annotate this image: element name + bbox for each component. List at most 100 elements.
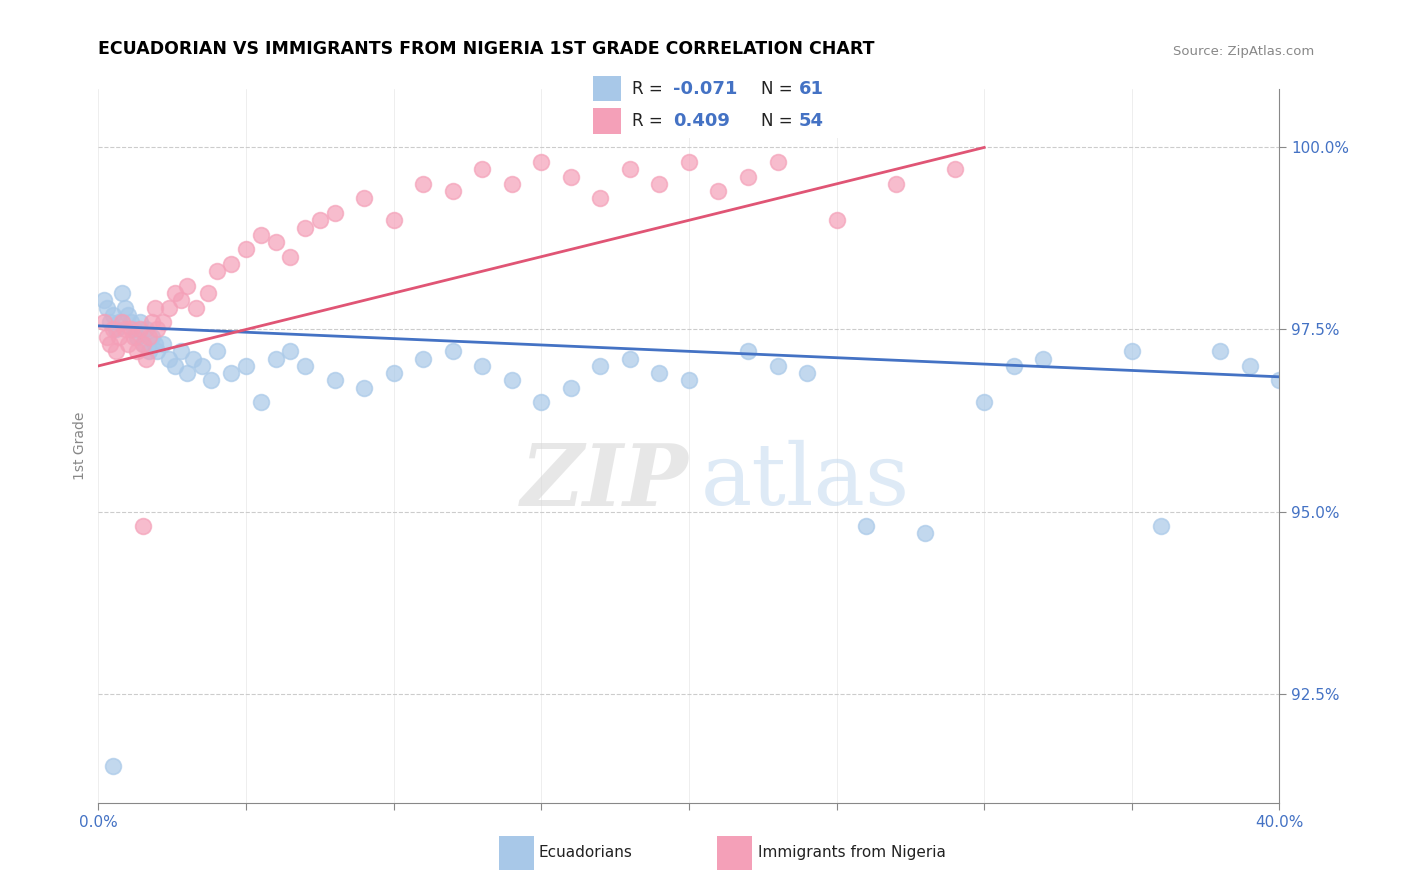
- Point: [98, 315, 121, 329]
- Point: [143, 337, 166, 351]
- Point: [1032, 351, 1054, 366]
- Point: [560, 169, 582, 184]
- Point: [530, 155, 553, 169]
- Point: [589, 191, 612, 205]
- Point: [138, 330, 160, 344]
- Point: [678, 374, 700, 388]
- Point: [648, 366, 671, 380]
- Point: [157, 351, 180, 366]
- Point: [678, 155, 700, 169]
- Point: [146, 344, 169, 359]
- Point: [1002, 359, 1025, 373]
- Point: [737, 169, 759, 184]
- Text: R =: R =: [631, 112, 668, 130]
- Point: [707, 184, 730, 198]
- Text: Source: ZipAtlas.com: Source: ZipAtlas.com: [1174, 45, 1315, 58]
- Text: atlas: atlas: [700, 440, 910, 524]
- Point: [235, 359, 257, 373]
- Point: [250, 395, 273, 409]
- Point: [135, 322, 157, 336]
- Point: [278, 344, 302, 359]
- Point: [96, 301, 118, 315]
- Point: [1121, 344, 1143, 359]
- Point: [205, 344, 228, 359]
- Text: ECUADORIAN VS IMMIGRANTS FROM NIGERIA 1ST GRADE CORRELATION CHART: ECUADORIAN VS IMMIGRANTS FROM NIGERIA 1S…: [98, 40, 875, 58]
- Point: [441, 184, 464, 198]
- Point: [152, 337, 174, 351]
- Point: [471, 162, 494, 177]
- Point: [108, 315, 131, 329]
- Text: R =: R =: [631, 79, 668, 98]
- Point: [619, 162, 641, 177]
- Text: N =: N =: [761, 112, 797, 130]
- Point: [530, 395, 553, 409]
- Point: [181, 351, 204, 366]
- Point: [117, 337, 139, 351]
- Point: [132, 337, 155, 351]
- Point: [914, 526, 936, 541]
- Point: [108, 330, 131, 344]
- Point: [278, 250, 302, 264]
- Text: 0.409: 0.409: [672, 112, 730, 130]
- Bar: [593, 108, 620, 134]
- Point: [501, 177, 523, 191]
- Point: [98, 337, 121, 351]
- Point: [1239, 359, 1261, 373]
- Point: [103, 322, 125, 336]
- Point: [138, 344, 160, 359]
- Point: [170, 293, 193, 308]
- Point: [170, 344, 193, 359]
- Point: [825, 213, 848, 227]
- Text: 54: 54: [799, 112, 824, 130]
- Point: [1209, 344, 1232, 359]
- Point: [120, 322, 142, 336]
- Point: [93, 293, 115, 308]
- Text: ZIP: ZIP: [522, 440, 689, 524]
- Point: [294, 359, 316, 373]
- Point: [205, 264, 228, 278]
- Point: [176, 278, 198, 293]
- Point: [471, 359, 494, 373]
- Point: [264, 235, 287, 249]
- Point: [1268, 374, 1291, 388]
- Point: [294, 220, 316, 235]
- Point: [114, 322, 136, 336]
- Point: [648, 177, 671, 191]
- Point: [309, 213, 332, 227]
- Point: [143, 301, 166, 315]
- Point: [191, 359, 214, 373]
- Point: [796, 366, 818, 380]
- Point: [152, 315, 174, 329]
- Point: [382, 213, 405, 227]
- Point: [197, 286, 219, 301]
- Point: [560, 381, 582, 395]
- Point: [589, 359, 612, 373]
- Text: Ecuadorians: Ecuadorians: [538, 846, 633, 860]
- Point: [412, 177, 434, 191]
- Text: Immigrants from Nigeria: Immigrants from Nigeria: [758, 846, 946, 860]
- Point: [1150, 519, 1173, 533]
- Point: [103, 308, 125, 322]
- Point: [157, 301, 180, 315]
- Point: [120, 315, 142, 329]
- Text: 61: 61: [799, 79, 824, 98]
- Point: [353, 191, 375, 205]
- Point: [93, 315, 115, 329]
- Text: N =: N =: [761, 79, 797, 98]
- Point: [382, 366, 405, 380]
- Point: [111, 315, 134, 329]
- Point: [132, 519, 155, 533]
- Point: [176, 366, 198, 380]
- Point: [264, 351, 287, 366]
- Point: [165, 286, 187, 301]
- Point: [132, 337, 155, 351]
- Text: -0.071: -0.071: [672, 79, 737, 98]
- Point: [619, 351, 641, 366]
- Point: [96, 330, 118, 344]
- Y-axis label: 1st Grade: 1st Grade: [73, 412, 87, 480]
- Point: [737, 344, 759, 359]
- Point: [165, 359, 187, 373]
- Point: [884, 177, 907, 191]
- Point: [219, 366, 242, 380]
- Point: [125, 330, 148, 344]
